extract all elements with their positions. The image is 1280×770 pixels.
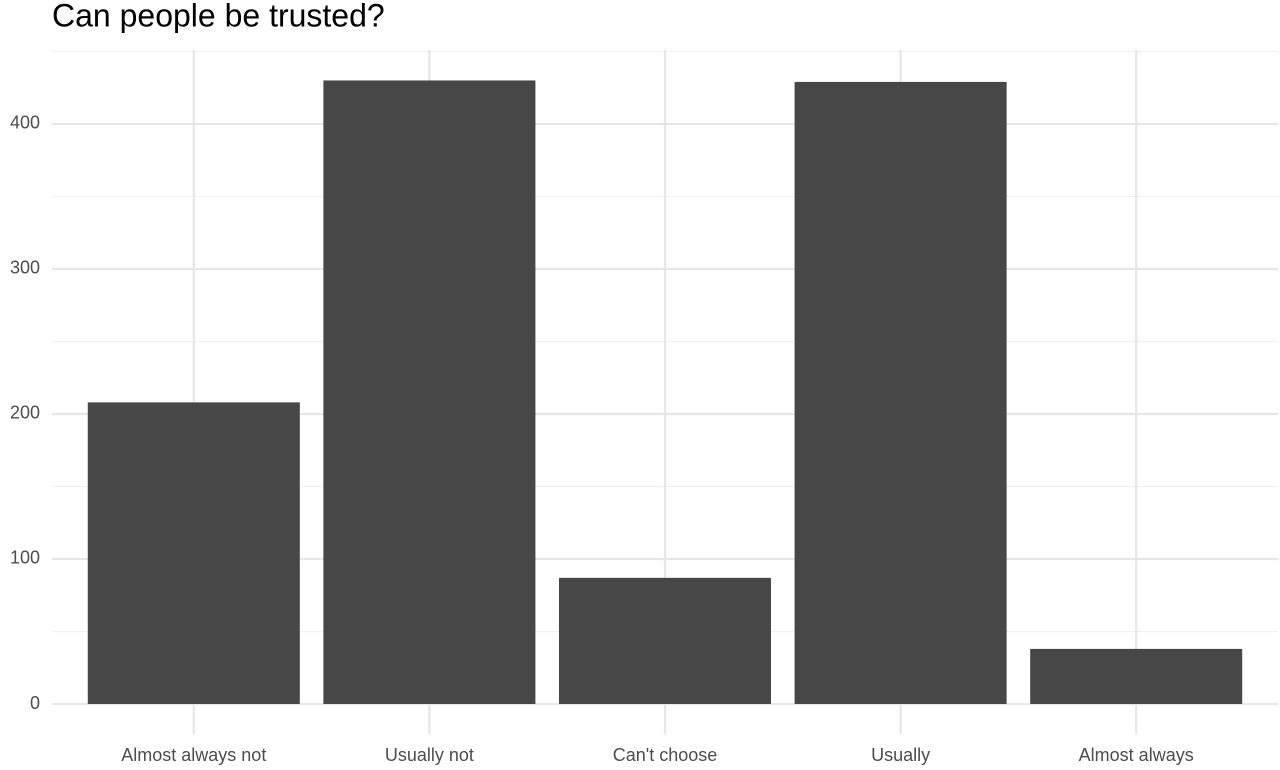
y-tick-label: 100 xyxy=(10,548,40,568)
bar xyxy=(794,81,1007,704)
bar xyxy=(558,577,772,704)
x-tick-label: Usually not xyxy=(385,745,474,765)
y-tick-label: 400 xyxy=(10,113,40,133)
bar xyxy=(87,402,300,704)
bar xyxy=(1030,648,1243,704)
bar xyxy=(323,80,536,704)
x-tick-label: Almost always xyxy=(1079,745,1194,765)
x-tick-label: Can't choose xyxy=(613,745,718,765)
x-tick-label: Usually xyxy=(871,745,930,765)
y-tick-label: 300 xyxy=(10,258,40,278)
x-tick-label: Almost always not xyxy=(121,745,266,765)
chart-title: Can people be trusted? xyxy=(52,0,385,33)
y-tick-label: 0 xyxy=(30,693,40,713)
y-tick-label: 200 xyxy=(10,403,40,423)
